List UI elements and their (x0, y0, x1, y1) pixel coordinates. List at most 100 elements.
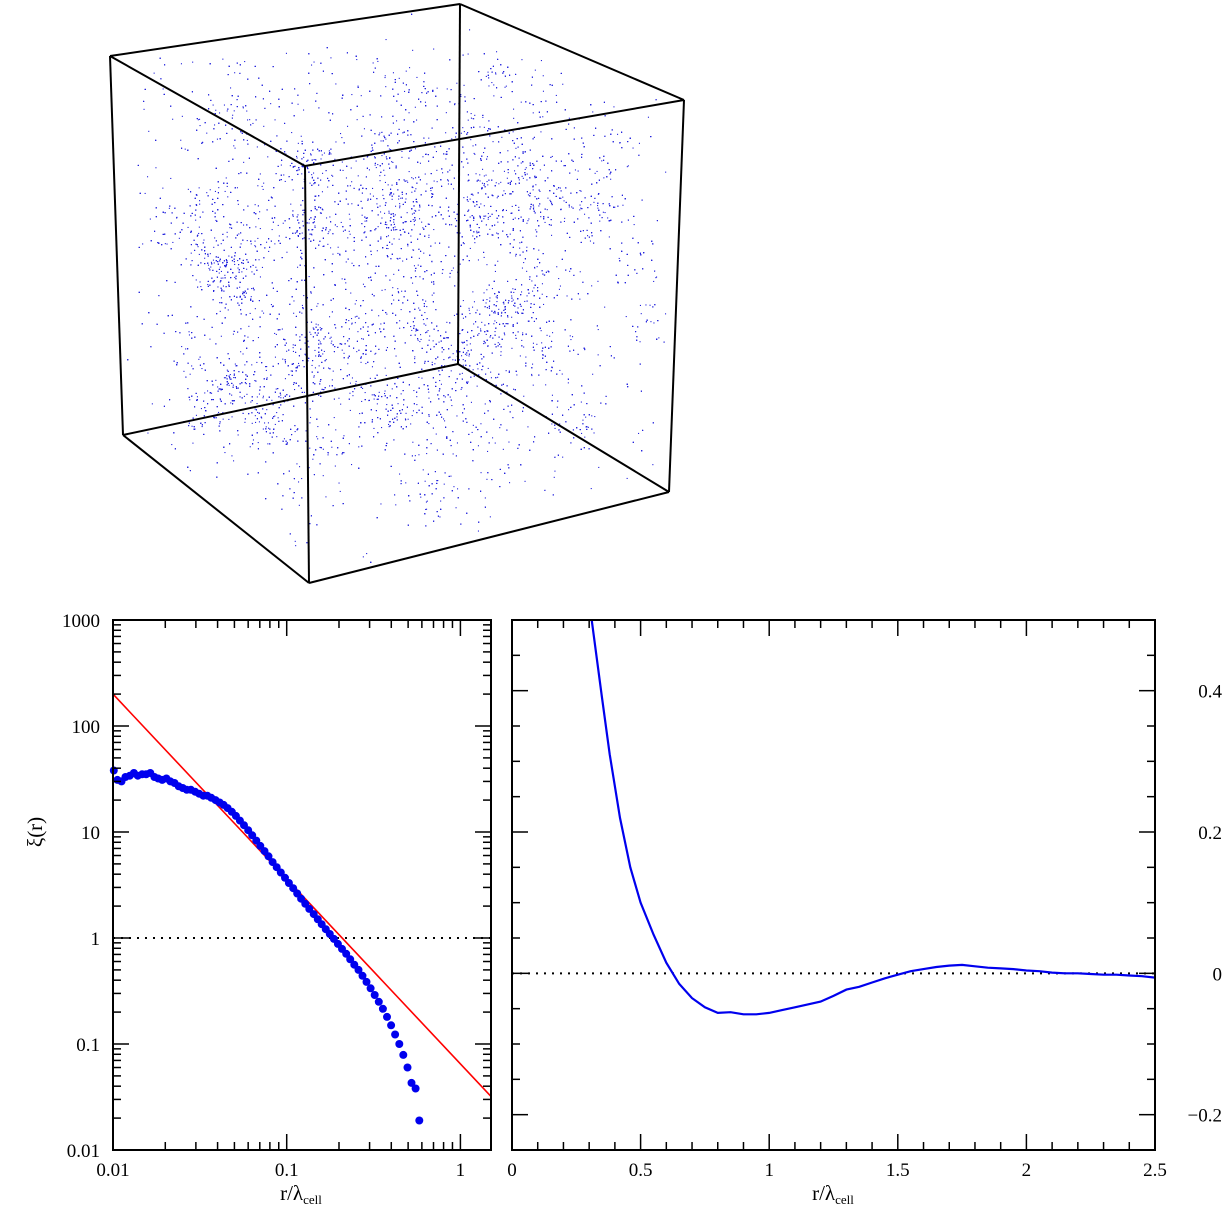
particle (351, 464, 353, 466)
particle (558, 429, 560, 431)
particle (419, 218, 421, 220)
particle (305, 430, 307, 432)
particle (319, 341, 321, 343)
particle (214, 237, 216, 239)
particle (549, 335, 551, 337)
particle (524, 480, 526, 482)
particle (524, 168, 526, 170)
particle (292, 215, 294, 217)
particle (571, 206, 573, 208)
particle (483, 184, 485, 186)
particle (547, 197, 549, 199)
particle (453, 486, 455, 488)
particle (397, 288, 399, 290)
particle (387, 248, 389, 250)
particle (199, 200, 201, 202)
particle (483, 256, 485, 258)
particle (515, 255, 517, 257)
particle (217, 386, 219, 388)
particle (246, 268, 248, 270)
particle (551, 234, 553, 236)
particle (486, 299, 488, 301)
particle (589, 240, 591, 242)
particle (214, 124, 216, 126)
particle (487, 345, 489, 347)
particle (213, 246, 215, 248)
particle (463, 131, 465, 133)
particle (274, 243, 276, 245)
particle (590, 204, 592, 206)
particle (212, 104, 214, 106)
particle (284, 360, 286, 362)
particle (309, 447, 311, 449)
particle (456, 351, 458, 353)
particle (434, 363, 436, 365)
particle (542, 116, 544, 118)
particle (472, 369, 474, 371)
particle (498, 183, 500, 185)
particle (203, 239, 205, 241)
particle (466, 354, 468, 356)
particle (240, 351, 242, 353)
particle (477, 368, 479, 370)
particle (533, 208, 535, 210)
particle (262, 428, 264, 430)
particle (443, 483, 445, 485)
particle (536, 343, 538, 345)
particle (431, 196, 433, 198)
particle (428, 234, 430, 236)
particle (412, 187, 414, 189)
particle (352, 395, 354, 397)
particle (414, 148, 416, 150)
particle (597, 329, 599, 331)
particle (443, 418, 445, 420)
particle (388, 421, 390, 423)
particle (539, 169, 541, 171)
particle (243, 161, 245, 163)
particle (363, 128, 365, 130)
particle (246, 240, 248, 242)
particle (489, 228, 491, 230)
particle (480, 203, 482, 205)
particle (190, 252, 192, 254)
particle (233, 145, 235, 147)
particle (489, 297, 491, 299)
particle (292, 189, 294, 191)
particle (503, 190, 505, 192)
particle (410, 326, 412, 328)
particle (462, 364, 464, 366)
particle (350, 167, 352, 169)
particle (362, 283, 364, 285)
particle (248, 325, 250, 327)
particle (513, 304, 515, 306)
particle (265, 426, 267, 428)
particle (351, 377, 353, 379)
particle (204, 257, 206, 259)
particle (151, 403, 153, 405)
particle (335, 141, 337, 143)
particle (467, 53, 469, 55)
particle (271, 229, 273, 231)
particle (261, 417, 263, 419)
particle (412, 282, 414, 284)
particle (494, 331, 496, 333)
particle (602, 211, 604, 213)
particle (497, 260, 499, 262)
particle (198, 253, 200, 255)
particle (538, 205, 540, 207)
particle (422, 469, 424, 471)
particle (338, 482, 340, 484)
particle (426, 500, 428, 502)
particle (411, 191, 413, 193)
particle (233, 377, 235, 379)
particle (453, 314, 455, 316)
particle (564, 217, 566, 219)
particle (224, 274, 226, 276)
particle (234, 72, 236, 74)
particle (568, 409, 570, 411)
particle (329, 316, 331, 318)
particle (415, 188, 417, 190)
particle (473, 301, 475, 303)
particle (310, 321, 312, 323)
particle (313, 172, 315, 174)
